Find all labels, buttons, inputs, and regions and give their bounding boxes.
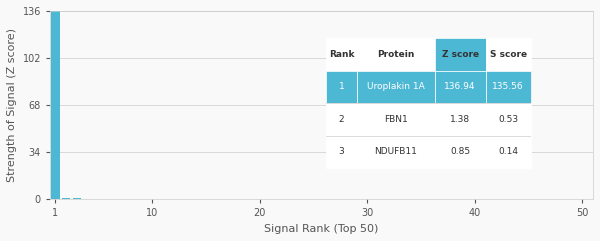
- Y-axis label: Strength of Signal (Z score): Strength of Signal (Z score): [7, 28, 17, 182]
- Text: 0.53: 0.53: [498, 115, 518, 124]
- Bar: [148, 199, 157, 200]
- Text: 0.14: 0.14: [498, 147, 518, 156]
- Bar: [116, 199, 124, 200]
- Bar: [277, 199, 286, 200]
- Bar: [256, 199, 264, 200]
- Bar: [357, 71, 434, 103]
- Bar: [191, 199, 199, 200]
- Bar: [326, 136, 357, 168]
- Bar: [485, 38, 531, 71]
- Bar: [434, 71, 485, 103]
- Bar: [202, 199, 210, 200]
- Bar: [212, 199, 221, 200]
- Bar: [357, 136, 434, 168]
- Bar: [127, 199, 135, 200]
- Bar: [245, 199, 253, 200]
- Bar: [434, 38, 485, 71]
- Bar: [83, 199, 92, 200]
- Text: Z score: Z score: [442, 50, 479, 59]
- Bar: [326, 71, 357, 103]
- Text: 0.85: 0.85: [450, 147, 470, 156]
- Text: 1: 1: [338, 82, 344, 91]
- Bar: [105, 199, 113, 200]
- Bar: [223, 199, 232, 200]
- Bar: [326, 103, 357, 136]
- Bar: [485, 103, 531, 136]
- Bar: [180, 199, 189, 200]
- Bar: [309, 199, 318, 200]
- Bar: [94, 199, 103, 200]
- Bar: [434, 136, 485, 168]
- Text: FBN1: FBN1: [384, 115, 407, 124]
- Text: 136.94: 136.94: [445, 82, 476, 91]
- Bar: [485, 136, 531, 168]
- Text: Rank: Rank: [329, 50, 354, 59]
- Bar: [51, 10, 60, 200]
- Bar: [266, 199, 275, 200]
- Bar: [169, 199, 178, 200]
- Text: 3: 3: [338, 147, 344, 156]
- Bar: [287, 199, 296, 200]
- Text: S score: S score: [490, 50, 527, 59]
- Text: 2: 2: [338, 115, 344, 124]
- Text: NDUFB11: NDUFB11: [374, 147, 417, 156]
- Bar: [158, 199, 167, 200]
- Bar: [485, 71, 531, 103]
- Bar: [298, 199, 307, 200]
- X-axis label: Signal Rank (Top 50): Signal Rank (Top 50): [265, 224, 379, 234]
- Bar: [326, 38, 357, 71]
- Text: 135.56: 135.56: [493, 82, 524, 91]
- Bar: [137, 199, 146, 200]
- Bar: [357, 38, 434, 71]
- Text: 1.38: 1.38: [450, 115, 470, 124]
- Text: Protein: Protein: [377, 50, 415, 59]
- Bar: [357, 103, 434, 136]
- Bar: [234, 199, 242, 200]
- Bar: [62, 198, 70, 200]
- Bar: [434, 103, 485, 136]
- Bar: [73, 198, 81, 200]
- Text: Uroplakin 1A: Uroplakin 1A: [367, 82, 425, 91]
